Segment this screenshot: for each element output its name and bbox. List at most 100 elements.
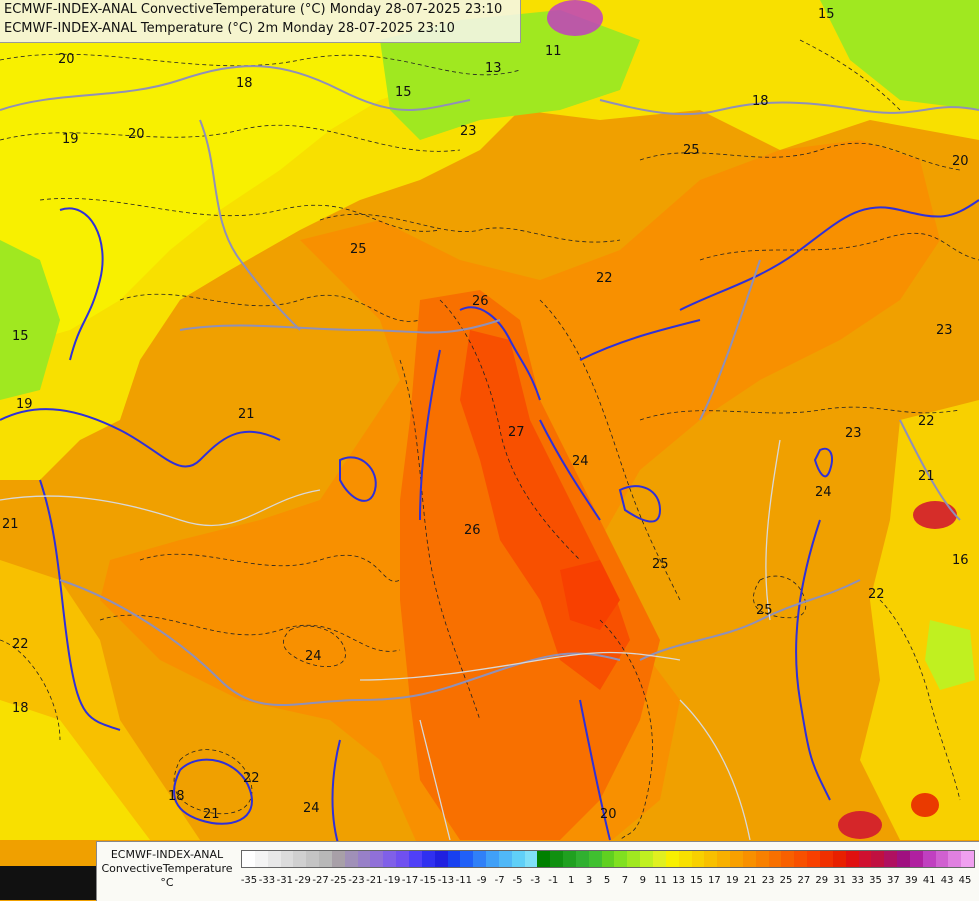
contour-label: 13 [485,61,502,76]
contour-label: 19 [62,132,79,147]
legend-swatch [665,851,679,867]
contour-label: 15 [818,7,835,22]
legend-label: ECMWF-INDEX-ANAL ConvectiveTemperature °… [101,848,233,890]
temperature-contours [0,39,979,841]
contour-label: 18 [12,701,29,716]
legend-tick-label: 23 [761,875,775,886]
contour-label: 21 [918,469,935,484]
contour-label: 22 [12,637,29,652]
contour-label: 24 [815,485,832,500]
contour-label: 21 [203,807,220,822]
contour-label: 26 [472,294,489,309]
hotspot-north [547,0,603,36]
legend-tick-label: 7 [621,875,629,886]
contour-label: 19 [16,397,33,412]
contour-label: 18 [752,94,769,109]
legend-tick-label: 27 [797,875,811,886]
legend-tick-label: 1 [568,875,575,886]
contour-label: 24 [305,649,322,664]
legend-tick-label: 43 [940,875,954,886]
legend-swatch [845,851,859,867]
legend-tick-label: 41 [922,875,936,886]
map-header: ECMWF-INDEX-ANAL ConvectiveTemperature (… [0,0,521,43]
legend-swatch [781,851,795,867]
legend-tick-label: 17 [708,875,721,886]
contour-label: 20 [952,154,969,169]
legend-swatch [550,851,564,867]
legend-tick-label: -7 [494,875,505,886]
legend-tick-label: -29 [294,875,311,886]
legend-tick-label: -35 [240,875,258,886]
corner-dark-area [0,866,96,900]
legend-swatch [447,851,461,867]
legend-swatch [871,851,885,867]
contour-label: 23 [936,323,953,338]
hotspot-se [838,811,882,839]
legend-swatch [421,851,435,867]
legend-swatch [909,851,923,867]
contour-label-group: 20 19 20 18 15 13 11 15 18 23 25 20 19 2… [2,7,969,822]
legend-swatch [486,851,499,867]
legend-swatch [383,851,397,867]
contour-label: 20 [58,52,75,67]
legend-swatch [537,851,551,867]
contour-label: 26 [464,523,481,538]
contour-label: 23 [460,124,477,139]
legend-swatch [344,851,358,867]
legend-swatch [575,851,589,867]
contour-label: 25 [652,557,669,572]
hotspot-se2 [911,793,939,817]
legend-swatch [884,851,898,867]
legend-swatch [627,851,641,867]
legend-swatch [640,851,653,867]
legend-tick-label: 39 [904,875,918,886]
contour-label: 24 [572,454,589,469]
legend-tick-label: 19 [725,875,739,886]
legend-tick-label: -27 [312,875,329,886]
contour-label: 18 [236,76,253,91]
legend-tick-label: 25 [779,875,793,886]
legend-swatch [293,851,307,867]
legend-tick-label: -13 [437,875,455,886]
legend-tick-label: -1 [548,875,559,886]
contour-label: 15 [12,329,29,344]
legend-swatch [935,851,949,867]
legend-swatch [511,851,525,867]
legend-tick-label: 45 [958,875,972,886]
legend-tick-label: -19 [384,875,401,886]
legend-swatch [460,851,474,867]
field-green-west [0,240,60,400]
legend-swatch [396,851,409,867]
contour-label: 22 [596,271,613,286]
legend-tick-label: 5 [603,875,611,886]
header-line-temperature: ECMWF-INDEX-ANAL Temperature (°C) 2m Mon… [4,21,455,36]
legend-ticks: -35 -33 -31 -29 -27 -25 -23 -21 -19 -17 -15 -13 -11-… [241,875,973,889]
legend-swatch [807,851,820,867]
contour-label: 21 [2,517,19,532]
legend-swatch [678,851,692,867]
contour-label: 20 [600,807,617,822]
legend-swatch [306,851,320,867]
contour-label: 15 [395,85,412,100]
color-legend: ECMWF-INDEX-ANAL ConvectiveTemperature °… [96,841,979,901]
legend-swatch [280,851,294,867]
legend-title-model: ECMWF-INDEX-ANAL [110,848,224,861]
legend-tick-label: -23 [348,875,365,886]
convective-contours [0,199,979,851]
legend-swatch [730,851,743,867]
legend-tick-label: 33 [851,875,864,886]
legend-swatch [742,851,756,867]
legend-unit: °C [160,876,174,889]
legend-tick-label: -17 [401,875,419,886]
field-yellow-sw2 [0,700,150,840]
legend-swatch [897,851,910,867]
legend-tick-label: 9 [639,875,646,886]
header-line-convective: ECMWF-INDEX-ANAL ConvectiveTemperature (… [4,2,503,17]
legend-tick-label: 15 [690,875,703,886]
contour-label: 25 [683,143,700,158]
contour-label: 22 [918,414,935,429]
legend-swatch [588,851,602,867]
legend-tick-label: 13 [672,875,685,886]
country-borders [0,65,979,706]
contour-label: 16 [952,553,969,568]
